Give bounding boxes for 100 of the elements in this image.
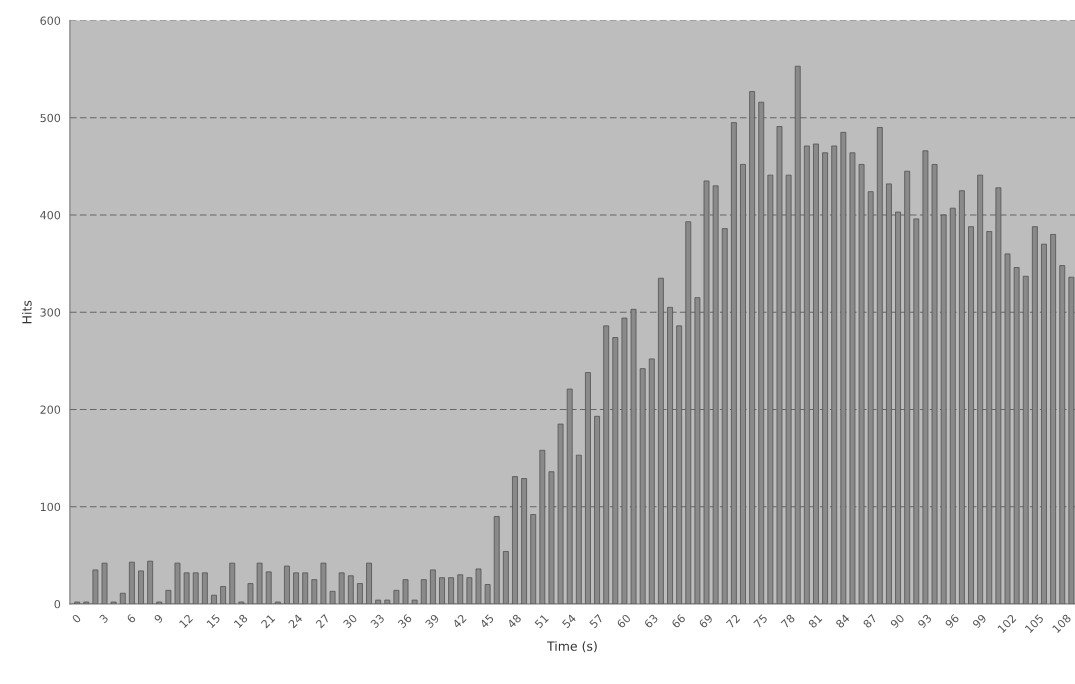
x-tick-label: 96 — [944, 613, 960, 629]
bar — [128, 561, 135, 604]
x-tick-label: 60 — [616, 613, 632, 629]
x-tick-label: 57 — [589, 613, 604, 629]
bar — [794, 65, 801, 604]
bar — [557, 423, 564, 604]
x-tick-label: 66 — [671, 613, 686, 629]
bar — [849, 152, 856, 604]
bar — [420, 579, 427, 604]
x-tick-label: 21 — [260, 613, 276, 629]
y-tick-label: 200 — [40, 405, 61, 414]
bar — [703, 180, 710, 604]
x-tick-label: 48 — [506, 613, 522, 629]
y-tick-label: 400 — [40, 210, 61, 220]
bar — [940, 214, 947, 604]
bar — [1013, 267, 1020, 604]
x-tick-label: 81 — [807, 613, 823, 629]
bar — [311, 579, 318, 604]
bar — [429, 569, 436, 604]
bar — [366, 562, 372, 604]
bar — [247, 583, 254, 604]
bar — [813, 143, 819, 604]
y-tick-label: 100 — [40, 502, 61, 512]
bar — [949, 207, 956, 604]
bar — [201, 572, 208, 604]
bar — [922, 150, 929, 604]
bar — [867, 191, 874, 604]
bar — [220, 586, 227, 604]
bar — [329, 590, 336, 604]
bar — [448, 577, 455, 604]
bar — [785, 174, 792, 604]
x-tick-label: 102 — [997, 613, 1017, 634]
bar — [931, 164, 938, 604]
bar — [502, 551, 509, 604]
bar — [183, 572, 190, 604]
bar — [676, 325, 683, 604]
bar — [575, 454, 582, 604]
x-tick-label: 30 — [342, 613, 358, 629]
bar — [521, 478, 528, 604]
bar — [402, 579, 409, 604]
x-tick-label: 42 — [451, 613, 467, 629]
bar — [895, 211, 901, 604]
bar — [138, 570, 144, 604]
bar — [585, 372, 591, 604]
x-tick-label: 75 — [753, 613, 768, 629]
bar — [174, 562, 181, 604]
bar — [101, 562, 108, 604]
x-tick-label: 36 — [397, 613, 413, 629]
x-tick-label: 51 — [534, 613, 549, 629]
bar — [694, 297, 701, 604]
x-tick-label: 27 — [315, 613, 330, 629]
bar — [566, 388, 573, 604]
bar — [685, 221, 692, 604]
bar — [721, 228, 728, 604]
x-tick-label: 24 — [287, 613, 303, 629]
bar — [886, 183, 892, 604]
bar — [986, 231, 993, 604]
bar — [439, 577, 445, 604]
bar — [320, 562, 327, 604]
bar — [466, 577, 473, 604]
bar — [621, 317, 628, 604]
x-tick-label: 93 — [917, 613, 933, 629]
bar — [1050, 234, 1057, 604]
bar — [1041, 243, 1047, 604]
bar — [876, 127, 883, 604]
bar — [92, 569, 99, 604]
bar — [293, 572, 299, 604]
bar — [256, 562, 263, 604]
bar — [730, 122, 737, 604]
bar — [712, 185, 719, 604]
bar — [1004, 253, 1011, 604]
bar — [356, 583, 363, 604]
bar — [211, 594, 217, 604]
bar — [493, 516, 500, 604]
x-tick-label: 15 — [206, 613, 221, 629]
bar — [530, 514, 537, 604]
bar — [1059, 265, 1066, 604]
bar — [840, 131, 847, 604]
bar — [630, 308, 637, 604]
y-tick-label: 0 — [54, 599, 61, 609]
x-tick-label: 12 — [178, 613, 193, 629]
bar — [1068, 276, 1075, 604]
x-tick-label: 99 — [971, 613, 987, 629]
bar — [913, 218, 920, 604]
bar — [347, 575, 354, 604]
bar — [147, 560, 154, 604]
bar — [648, 358, 655, 604]
x-tick-label: 33 — [370, 613, 385, 629]
y-tick-label: 600 — [40, 16, 61, 25]
x-tick-label: 0 — [71, 613, 82, 624]
bar — [977, 174, 984, 604]
bar — [384, 599, 391, 604]
bar — [758, 101, 765, 604]
bar — [822, 152, 829, 604]
bar — [749, 91, 756, 604]
bar — [265, 571, 272, 604]
y-tick-label: 300 — [40, 308, 61, 317]
bar — [958, 190, 965, 604]
bar — [192, 572, 199, 604]
bar — [393, 589, 400, 604]
